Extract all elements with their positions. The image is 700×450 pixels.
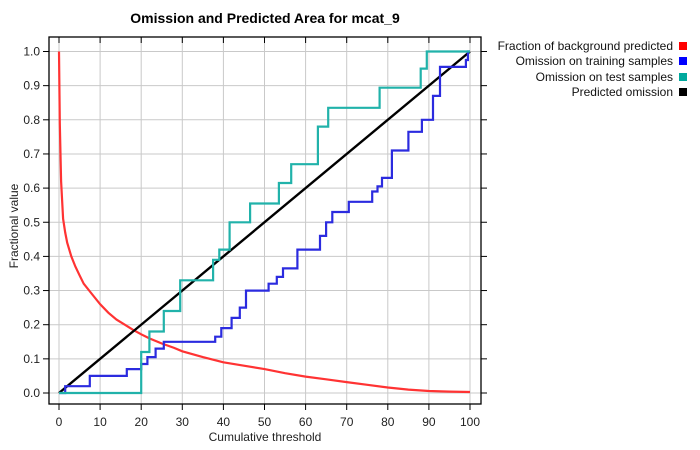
legend-swatch-predicted-omission <box>679 88 687 97</box>
y-tick-label: 0.6 <box>23 181 40 195</box>
x-tick-label: 100 <box>460 415 480 429</box>
x-tick-label: 0 <box>56 415 63 429</box>
y-axis-title: Fractional value <box>7 183 21 269</box>
x-tick-label: 70 <box>340 415 354 429</box>
y-tick-label: 0.7 <box>23 147 40 161</box>
series-line-omission-on-test-samples <box>59 50 470 395</box>
y-tick-label: 0.8 <box>23 113 40 127</box>
y-tick-label: 0.1 <box>23 352 40 366</box>
series-line-predicted-omission <box>58 50 471 394</box>
y-tick-label: 0.3 <box>23 284 40 298</box>
series-line-omission-on-training-samples <box>59 50 470 395</box>
x-tick-label: 40 <box>217 415 231 429</box>
legend-item: Fraction of background predicted <box>430 38 693 54</box>
y-tick-label: 0.2 <box>23 318 40 332</box>
chart-title: Omission and Predicted Area for mcat_9 <box>130 10 400 26</box>
x-axis-title: Cumulative threshold <box>208 430 322 444</box>
y-tick-label: 0.9 <box>23 79 40 93</box>
y-tick-label: 0.0 <box>23 386 40 400</box>
legend-swatch-background-predicted <box>679 41 687 50</box>
x-tick-label: 80 <box>381 415 395 429</box>
legend-item: Omission on training samples <box>430 54 693 70</box>
x-tick-label: 20 <box>135 415 149 429</box>
legend-item-label: Fraction of background predicted <box>497 38 673 53</box>
x-tick-label: 10 <box>93 415 107 429</box>
x-tick-label: 60 <box>299 415 313 429</box>
x-tick-label: 30 <box>176 415 190 429</box>
y-tick-label: 0.4 <box>23 249 40 263</box>
x-tick-label: 90 <box>422 415 436 429</box>
x-tick-label: 50 <box>258 415 272 429</box>
legend-item-label: Omission on test samples <box>535 69 673 84</box>
legend-item-label: Predicted omission <box>571 85 673 100</box>
legend-item-label: Omission on training samples <box>515 54 673 69</box>
legend-item: Omission on test samples <box>430 69 693 85</box>
legend-item: Predicted omission <box>430 85 693 101</box>
legend-swatch-training-omission <box>679 57 687 66</box>
legend-swatch-test-omission <box>679 72 687 81</box>
y-tick-label: 0.5 <box>23 215 40 229</box>
legend: Fraction of background predicted Omissio… <box>430 38 693 100</box>
y-tick-label: 1.0 <box>23 45 40 59</box>
